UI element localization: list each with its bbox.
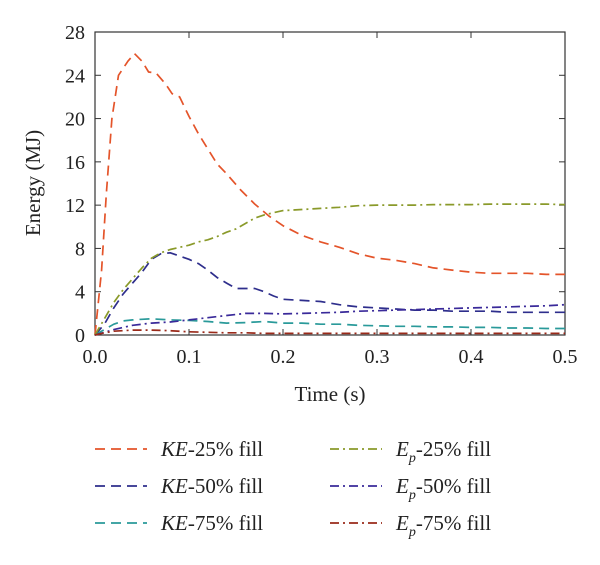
y-tick-label: 28 bbox=[65, 22, 85, 44]
legend-item: KE-50% fill bbox=[95, 474, 263, 498]
y-axis-label: Energy (MJ) bbox=[21, 130, 45, 236]
series-line-ke-75-fill bbox=[94, 317, 565, 336]
legend-label: KE-25% fill bbox=[160, 437, 263, 461]
x-axis: 0.0 0.1 0.2 0.3 0.4 0.5 bbox=[83, 32, 578, 368]
plot-frame bbox=[94, 31, 566, 336]
legend-item: KE-75% fill bbox=[95, 511, 263, 535]
y-tick-label: 4 bbox=[75, 282, 85, 304]
legend-item: KE-25% fill bbox=[95, 437, 263, 461]
series-line-ep-50-fill bbox=[94, 303, 566, 336]
y-tick-label: 16 bbox=[65, 152, 85, 174]
series-line-ep-25-fill bbox=[94, 203, 566, 336]
y-tick-label: 12 bbox=[65, 195, 85, 217]
legend-label: Ep-25% fill bbox=[395, 437, 491, 466]
x-tick-label: 0.0 bbox=[83, 346, 108, 368]
x-tick-label: 0.2 bbox=[271, 346, 296, 368]
series-line-ep-75-fill bbox=[94, 329, 565, 336]
y-tick-label: 0 bbox=[75, 325, 85, 347]
legend-label: Ep-50% fill bbox=[395, 474, 491, 503]
x-tick-label: 0.5 bbox=[553, 346, 578, 368]
legend: KE-25% fill Ep-25% fill KE-50% fill Ep-50% … bbox=[95, 437, 491, 540]
x-axis-label: Time (s) bbox=[295, 382, 366, 406]
legend-item: Ep-25% fill bbox=[330, 437, 491, 466]
legend-label: KE-50% fill bbox=[160, 474, 263, 498]
y-tick-label: 8 bbox=[75, 238, 85, 260]
x-tick-label: 0.4 bbox=[459, 346, 484, 368]
x-tick-label: 0.1 bbox=[177, 346, 202, 368]
y-axis: 0 4 8 12 16 20 24 28 bbox=[65, 22, 565, 347]
x-tick-label: 0.3 bbox=[365, 346, 390, 368]
series-line-ke-50-fill bbox=[94, 251, 565, 336]
legend-item: Ep-50% fill bbox=[330, 474, 491, 503]
y-tick-label: 20 bbox=[65, 109, 85, 131]
series-lines bbox=[94, 52, 566, 336]
legend-item: Ep-75% fill bbox=[330, 511, 491, 540]
legend-label: KE-75% fill bbox=[160, 511, 263, 535]
series-line-ke-25-fill bbox=[94, 52, 565, 336]
legend-label: Ep-75% fill bbox=[395, 511, 491, 540]
y-tick-label: 24 bbox=[65, 65, 85, 87]
